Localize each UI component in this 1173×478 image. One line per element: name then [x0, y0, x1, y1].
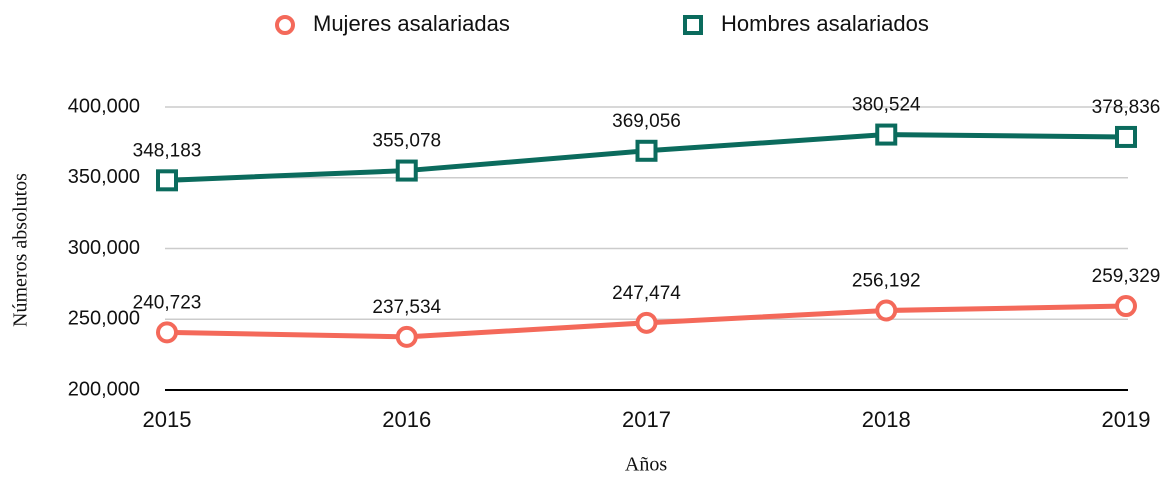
y-tick-label: 400,000: [68, 95, 140, 117]
data-label: 247,474: [612, 283, 681, 304]
y-tick-label: 300,000: [68, 237, 140, 259]
point: [1115, 125, 1137, 148]
x-axis-label: Años: [625, 454, 667, 476]
legend-label: Mujeres asalariadas: [313, 11, 510, 36]
point: [156, 169, 178, 192]
data-label: 348,183: [133, 140, 202, 161]
x-tick-label: 2018: [862, 407, 911, 432]
point: [1115, 295, 1137, 318]
data-label: 259,329: [1092, 266, 1161, 287]
data-label: 369,056: [612, 111, 681, 132]
x-tick-label: 2016: [382, 407, 431, 432]
x-tick-label: 2017: [622, 407, 671, 432]
y-tick-label: 200,000: [68, 378, 140, 400]
y-axis-label: Números absolutos: [10, 173, 32, 327]
point: [635, 139, 658, 162]
data-label: 355,078: [372, 131, 441, 152]
point: [395, 325, 418, 348]
data-label: 378,836: [1092, 97, 1161, 118]
point: [395, 159, 418, 182]
x-tick-label: 2019: [1102, 407, 1151, 432]
data-label: 380,524: [852, 95, 921, 116]
legend-marker: [275, 15, 295, 35]
y-tick-label: 250,000: [68, 308, 140, 330]
data-label: 237,534: [372, 297, 441, 318]
data-label: 240,723: [133, 292, 202, 313]
point: [635, 311, 658, 334]
x-tick-label: 2015: [143, 407, 192, 432]
point: [875, 299, 898, 322]
point: [156, 321, 178, 344]
legend-label: Hombres asalariados: [721, 11, 929, 36]
legend-marker: [683, 15, 703, 35]
y-tick-label: 350,000: [68, 166, 140, 188]
point: [875, 123, 898, 146]
data-label: 256,192: [852, 271, 921, 292]
